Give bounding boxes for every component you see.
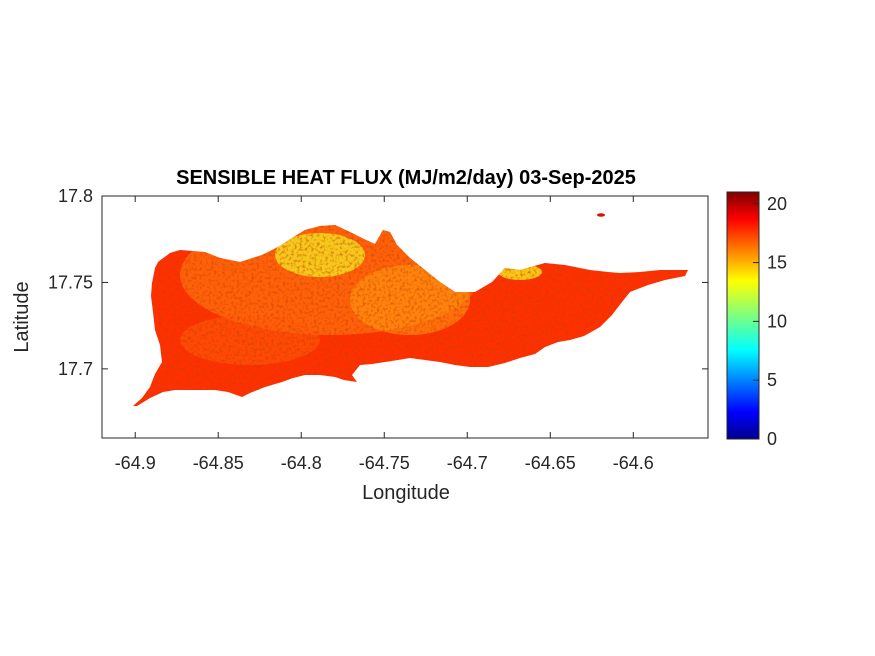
x-tick-label: -64.9 [115,453,156,473]
x-tick-label: -64.65 [525,453,576,473]
colorbar-tick-label: 15 [767,253,787,273]
x-tick-label: -64.85 [193,453,244,473]
colorbar-tick-label: 5 [767,370,777,390]
x-axis: -64.9 -64.85 -64.8 -64.75 -64.7 -64.65 -64.6 [115,196,654,473]
x-tick-label: -64.7 [447,453,488,473]
colorbar-tick-label: 20 [767,194,787,214]
x-tick-label: -64.75 [359,453,410,473]
y-axis-title: Latitude [11,281,33,352]
y-tick-label: 17.7 [58,359,93,379]
colorbar [726,191,760,440]
colorbar-tick-label: 0 [767,429,777,449]
x-tick-label: -64.8 [281,453,322,473]
x-axis-title: Longitude [362,482,450,504]
colorbar-ticks: 20 15 10 5 0 [753,194,787,449]
colorbar-tick-label: 10 [767,311,787,331]
plot-title: SENSIBLE HEAT FLUX (MJ/m2/day) 03-Sep-20… [176,167,636,189]
y-axis: 17.8 17.75 17.7 [48,186,708,379]
y-tick-label: 17.75 [48,272,93,292]
y-tick-label: 17.8 [58,186,93,206]
x-tick-label: -64.6 [613,453,654,473]
small-islet [597,213,605,217]
